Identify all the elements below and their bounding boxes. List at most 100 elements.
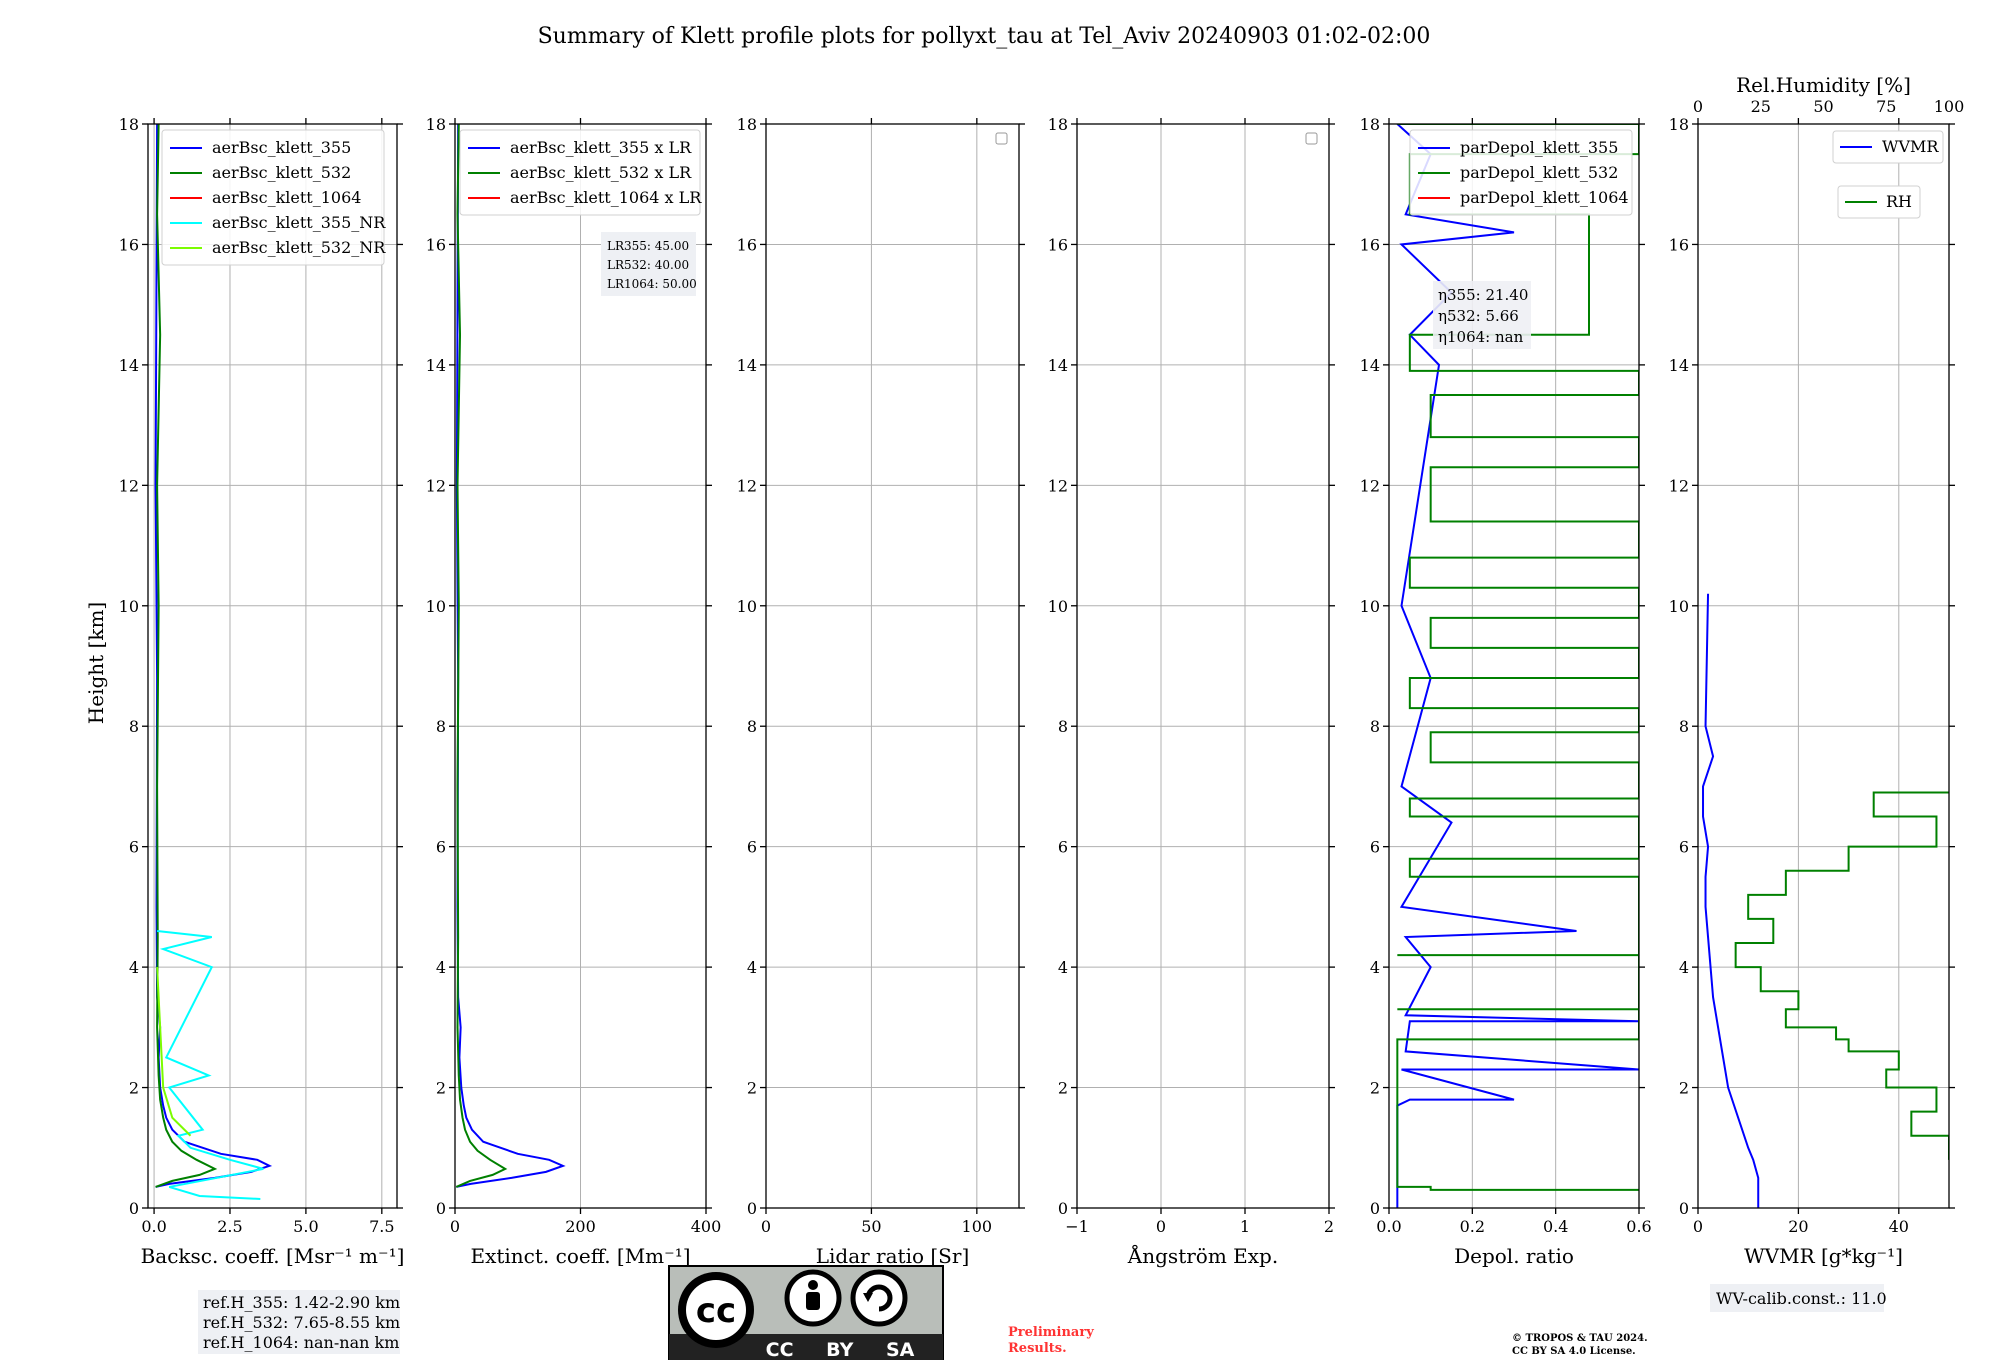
top-axis-label: Rel.Humidity [%] (1736, 73, 1911, 97)
y-tick-label: 16 (1048, 235, 1068, 254)
top-x-tick-label: 25 (1751, 97, 1771, 116)
y-tick-label: 4 (129, 958, 139, 977)
top-x-tick-label: 100 (1934, 97, 1965, 116)
legend-label: aerBsc_klett_355 (212, 138, 351, 157)
top-x-tick-label: 0 (1693, 97, 1703, 116)
x-tick-label: 0 (1693, 1217, 1703, 1236)
legend-label: WVMR (1882, 137, 1939, 156)
y-tick-label: 10 (1360, 597, 1380, 616)
figure-title: Summary of Klett profile plots for polly… (538, 24, 1431, 49)
depol-panel: 0 2 4 6 8 10 12 14 16 18 0.0 0.2 0.4 0.6 Depol. ratio p… (1360, 115, 1652, 1268)
axes-frame (1388, 123, 1640, 1209)
x-axis-label: Extinct. coeff. [Mm⁻¹] (470, 1244, 690, 1268)
reference-height-text: ref.H_355: 1.42-2.90 km (203, 1293, 400, 1312)
empty-legend-marker (995, 132, 1008, 145)
y-tick-label: 2 (1679, 1079, 1689, 1098)
copyright-line1: © TROPOS & TAU 2024. (1512, 1333, 1648, 1344)
series-line-pardepol-klett-355 (1396, 124, 1639, 1208)
series-line-aerbsc-klett-532 (155, 124, 218, 1188)
y-tick-label: 16 (1360, 235, 1380, 254)
top-x-tick-label: 50 (1813, 97, 1833, 116)
legend-box (1832, 130, 1944, 164)
eta-text: η532: 5.66 (1438, 307, 1519, 325)
y-tick-label: 18 (119, 115, 139, 134)
y-tick-label: 8 (436, 717, 446, 736)
empty-legend-marker (1305, 132, 1318, 145)
legend-label: parDepol_klett_532 (1460, 163, 1618, 182)
annotation-box (198, 1290, 400, 1354)
sa-share-icon (850, 1269, 908, 1327)
y-tick-label: 14 (737, 356, 757, 375)
y-tick-label: 16 (1669, 235, 1689, 254)
series-line-pardepol-klett-532 (1396, 124, 1639, 1191)
y-tick-label: 6 (1370, 838, 1380, 857)
lidar-ratio-text: LR1064: 50.00 (607, 277, 697, 291)
reference-height-text: ref.H_532: 7.65-8.55 km (203, 1313, 400, 1332)
x-tick-label: 0.0 (141, 1217, 166, 1236)
legend-box (459, 129, 701, 216)
y-tick-label: 8 (1370, 717, 1380, 736)
y-tick-label: 12 (1048, 476, 1068, 495)
y-tick-label: 14 (1048, 356, 1068, 375)
lidar-ratio-text: LR532: 40.00 (607, 258, 689, 272)
legend-label: aerBsc_klett_532 (212, 163, 351, 182)
y-tick-label: 16 (119, 235, 139, 254)
y-tick-label: 18 (426, 115, 446, 134)
axes-frame (1697, 123, 1950, 1209)
x-tick-label: 7.5 (369, 1217, 394, 1236)
y-tick-label: 4 (1370, 958, 1380, 977)
legend-label: aerBsc_klett_532_NR (212, 238, 386, 257)
series-line-aerbsc-klett-355 (154, 124, 273, 1188)
x-tick-label: 0.0 (1376, 1217, 1401, 1236)
legend-label: aerBsc_klett_355 x LR (510, 138, 692, 157)
axes-frame (765, 123, 1020, 1209)
x-tick-label: 20 (1788, 1217, 1808, 1236)
y-tick-label: 14 (1360, 356, 1380, 375)
y-tick-label: 0 (747, 1199, 757, 1218)
y-tick-label: 10 (119, 597, 139, 616)
y-tick-label: 0 (1679, 1199, 1689, 1218)
y-tick-label: 6 (1679, 838, 1689, 857)
y-tick-label: 14 (426, 356, 446, 375)
legend-label: parDepol_klett_1064 (1460, 188, 1629, 207)
x-tick-label: 2.5 (217, 1217, 242, 1236)
eta-text: η1064: nan (1438, 328, 1524, 346)
x-axis-label: Ångström Exp. (1127, 1243, 1278, 1268)
x-tick-label: 400 (691, 1217, 722, 1236)
annotation-box (1710, 1284, 1884, 1312)
y-tick-label: 2 (1370, 1079, 1380, 1098)
x-tick-label: 0 (450, 1217, 460, 1236)
x-axis-label: WVMR [g*kg⁻¹] (1744, 1244, 1903, 1268)
top-x-tick-label: 75 (1876, 97, 1896, 116)
y-tick-label: 10 (1048, 597, 1068, 616)
x-tick-label: 0.6 (1626, 1217, 1651, 1236)
svg-text:cc: cc (696, 1291, 736, 1331)
eta-text: η355: 21.40 (1438, 286, 1528, 304)
y-tick-label: 18 (1360, 115, 1380, 134)
y-tick-label: 4 (1058, 958, 1068, 977)
legend-label: RH (1886, 192, 1912, 211)
series-line-aerbsc-klett-532-nr (156, 967, 192, 1137)
legend-label: parDepol_klett_355 (1460, 138, 1618, 157)
y-tick-label: 2 (747, 1079, 757, 1098)
y-tick-label: 18 (1048, 115, 1068, 134)
x-tick-label: 0.4 (1543, 1217, 1568, 1236)
y-tick-label: 12 (737, 476, 757, 495)
y-tick-label: 10 (737, 597, 757, 616)
wv-calib-text: WV-calib.const.: 11.0 (1716, 1289, 1887, 1308)
x-tick-label: 100 (962, 1217, 993, 1236)
y-tick-label: 6 (1058, 838, 1068, 857)
preliminary-results-line1: Preliminary (1008, 1325, 1094, 1340)
y-tick-label: 0 (436, 1199, 446, 1218)
y-tick-label: 16 (426, 235, 446, 254)
y-axis-label: Height [km] (84, 602, 108, 724)
x-tick-label: 50 (861, 1217, 881, 1236)
y-tick-label: 0 (1370, 1199, 1380, 1218)
x-axis-label: Backsc. coeff. [Msr⁻¹ m⁻¹] (141, 1244, 405, 1268)
y-tick-label: 18 (737, 115, 757, 134)
backscatter-panel: 0 2 4 6 8 10 12 14 16 18 0.0 2.5 5.0 7.5 Backsc. coeff… (119, 115, 405, 1354)
reference-height-text: ref.H_1064: nan-nan km (203, 1333, 399, 1352)
legend-label: aerBsc_klett_532 x LR (510, 163, 692, 182)
